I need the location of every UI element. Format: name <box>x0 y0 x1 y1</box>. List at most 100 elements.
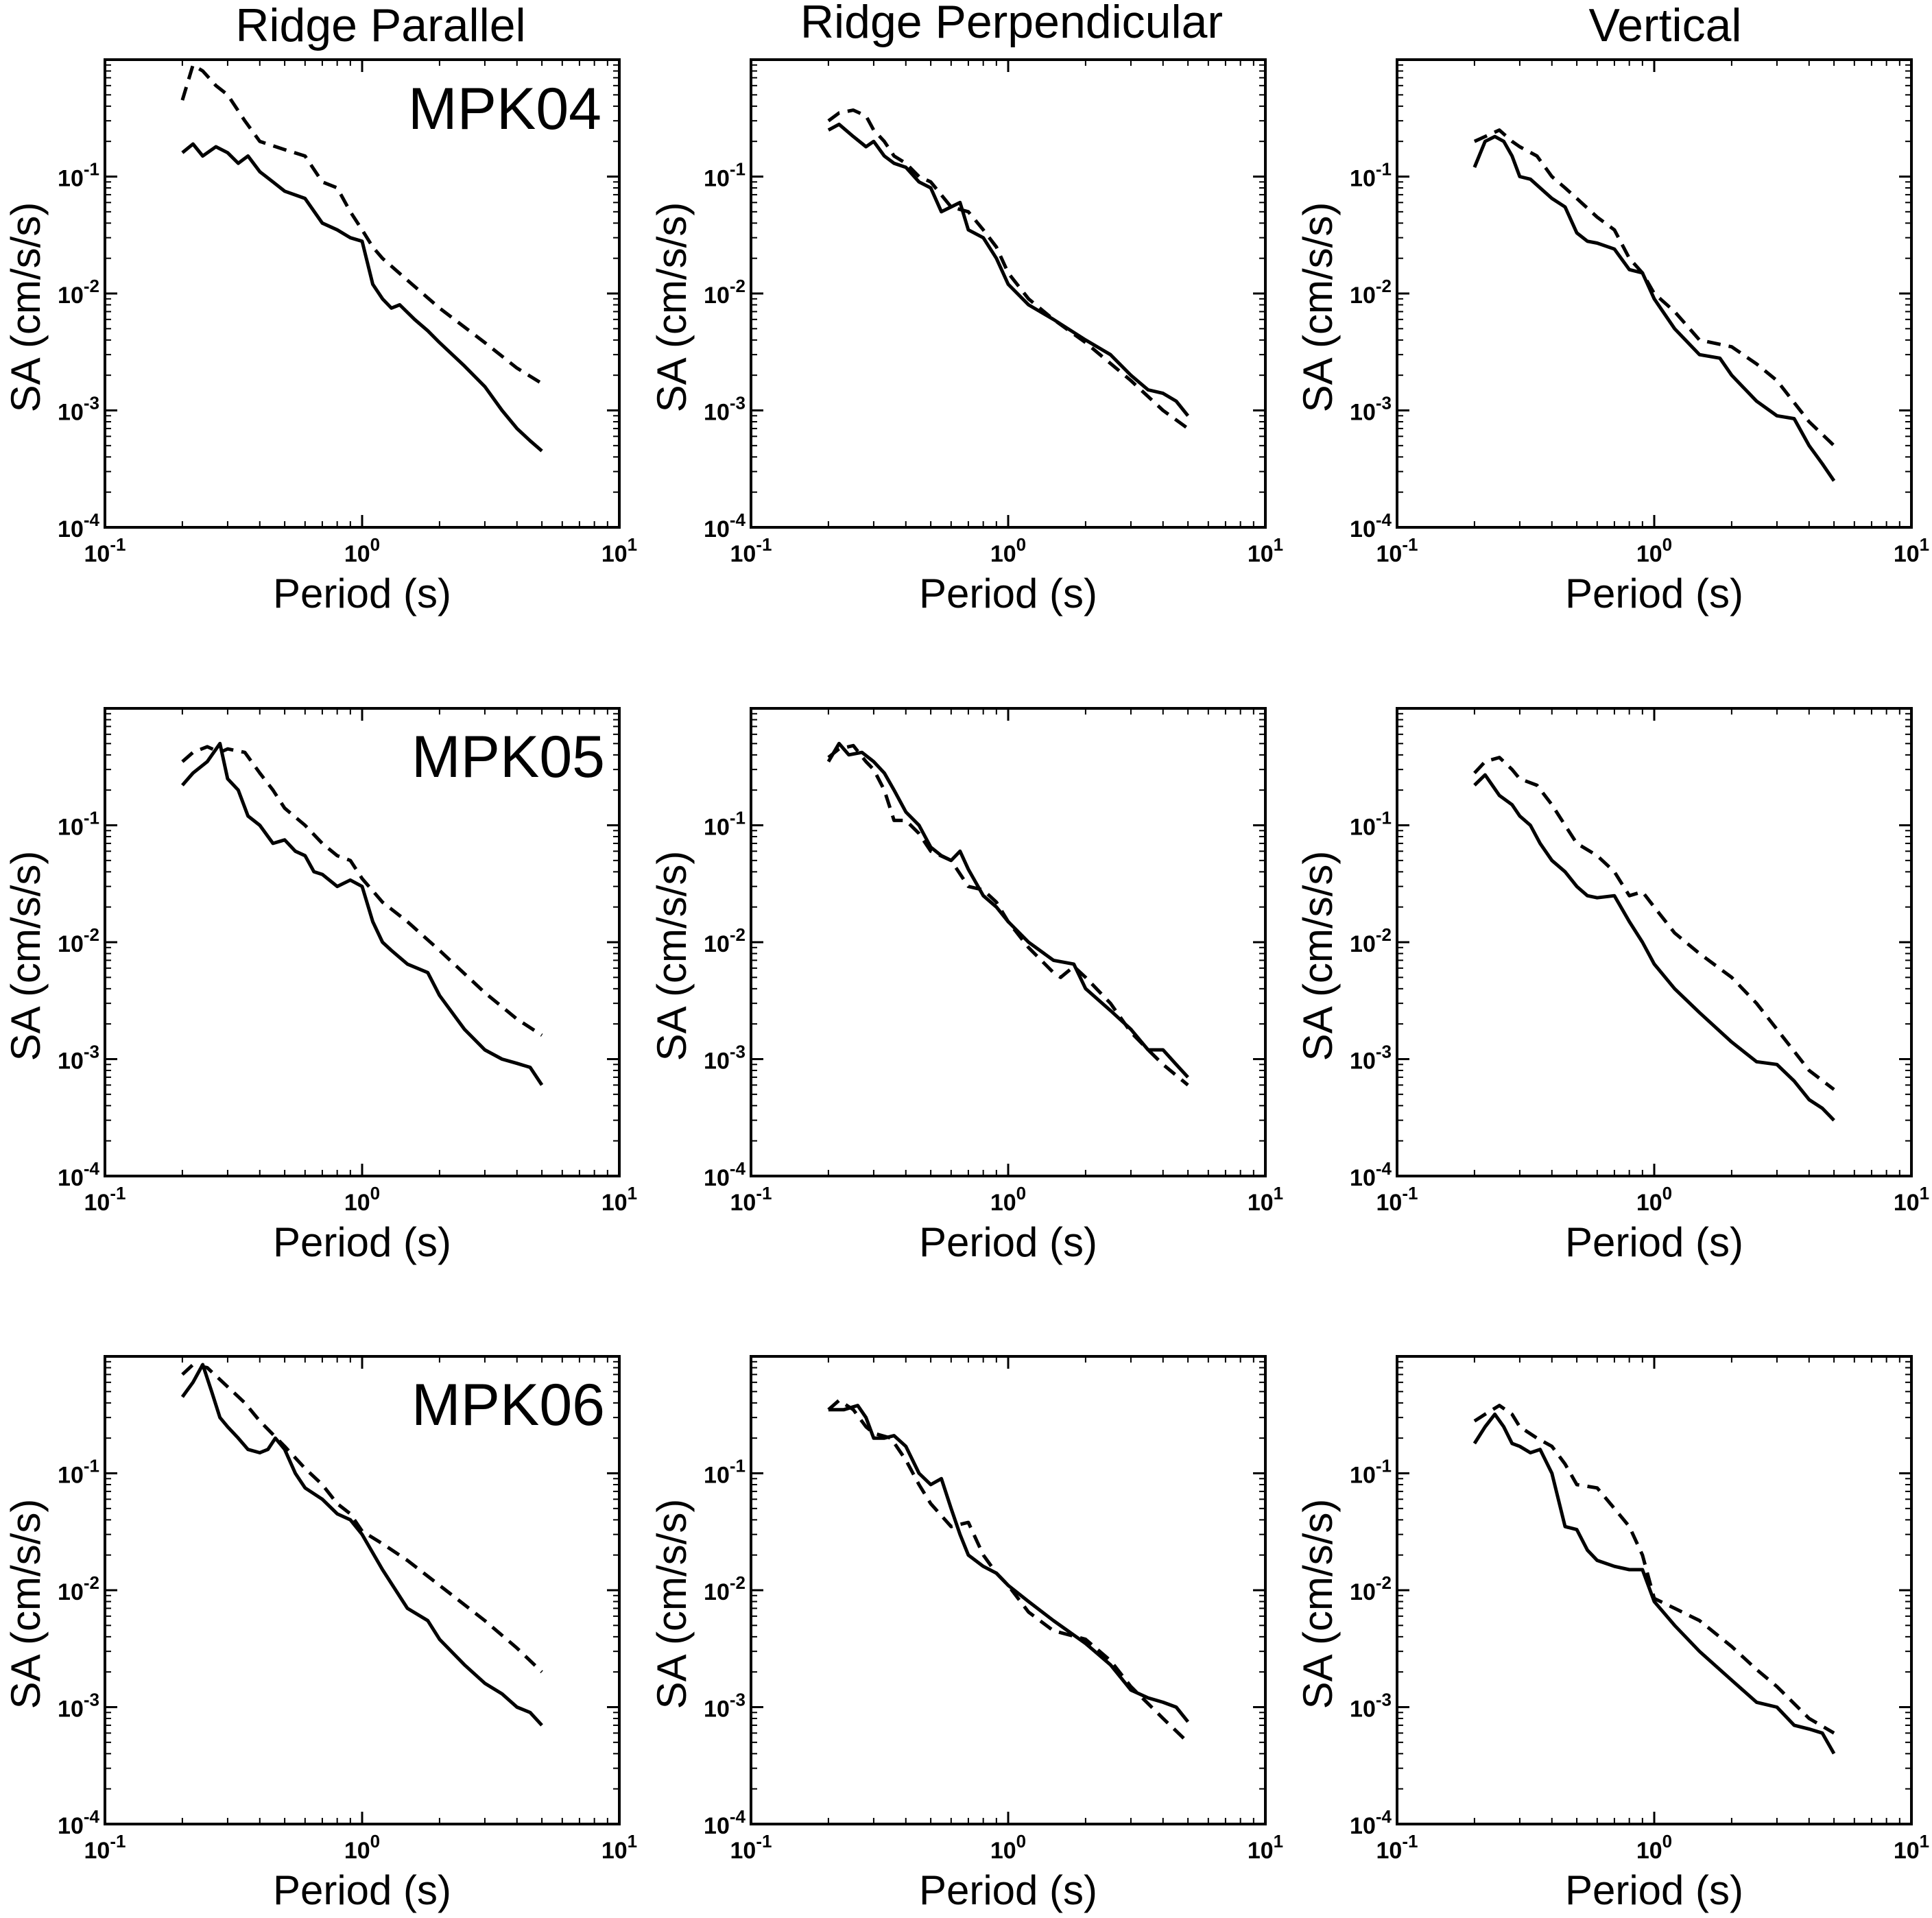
y-tick-label: 10-1 <box>704 159 746 192</box>
plot-frame <box>750 1355 1267 1825</box>
y-tick-label: 10-1 <box>58 1456 99 1489</box>
solid-series-line <box>181 142 543 453</box>
y-tick-label: 10-2 <box>1350 1572 1392 1605</box>
plot-frame <box>104 58 621 529</box>
chart-panel: 10-1 100 101 10-4 10-3 10-2 10-1 Period (s) SA (… <box>3 1355 637 1913</box>
x-tick-label: 10-1 <box>730 1831 772 1864</box>
y-tick-label: 10-4 <box>704 1158 746 1191</box>
y-tick-label: 10-1 <box>58 159 99 192</box>
axes <box>750 58 1267 529</box>
x-tick-label: 10-1 <box>730 534 772 567</box>
y-tick-label: 10-4 <box>58 510 99 542</box>
x-tick-label: 100 <box>344 534 380 567</box>
x-tick-label: 10-1 <box>1376 534 1418 567</box>
axes <box>750 707 1267 1177</box>
y-tick-label: 10-2 <box>704 276 746 309</box>
plot-frame <box>1396 707 1913 1177</box>
x-tick-label: 10-1 <box>1376 1183 1418 1216</box>
x-tick-label: 100 <box>990 1183 1026 1216</box>
dashed-series-line <box>1473 756 1835 1091</box>
dashed-series-line <box>181 1363 543 1674</box>
y-tick-label: 10-4 <box>704 1806 746 1839</box>
y-axis-label: SA (cm/s/s) <box>1295 202 1341 413</box>
x-tick-label: 10-1 <box>1376 1831 1418 1864</box>
x-tick-label: 101 <box>1894 1831 1929 1864</box>
y-axis-label: SA (cm/s/s) <box>1295 1499 1341 1710</box>
dashed-series-line <box>181 745 543 1037</box>
y-axis-label: SA (cm/s/s) <box>3 202 49 413</box>
x-tick-label: 10-1 <box>84 1831 126 1864</box>
chart-panel: 10-1 100 101 10-4 10-3 10-2 10-1 Period (s) SA (… <box>649 707 1283 1265</box>
y-axis-label: SA (cm/s/s) <box>649 851 695 1062</box>
x-tick-label: 101 <box>601 534 637 567</box>
y-tick-label: 10-3 <box>704 1042 746 1075</box>
plot-frame <box>750 707 1267 1177</box>
axes <box>750 1355 1267 1825</box>
plot-frame <box>104 707 621 1177</box>
y-tick-label: 10-2 <box>1350 276 1392 309</box>
y-tick-label: 10-1 <box>1350 159 1392 192</box>
y-axis-label: SA (cm/s/s) <box>649 1499 695 1710</box>
y-tick-label: 10-4 <box>58 1806 99 1839</box>
y-tick-label: 10-1 <box>1350 808 1392 841</box>
x-tick-label: 10-1 <box>730 1183 772 1216</box>
panels: 10-1 100 101 10-4 10-3 10-2 10-1 Period (s) SA (… <box>3 58 1929 1913</box>
y-axis-label: SA (cm/s/s) <box>1295 851 1341 1062</box>
plot-frame <box>1396 58 1913 529</box>
chart-panel: 10-1 100 101 10-4 10-3 10-2 10-1 Period (s) SA (… <box>649 58 1283 616</box>
solid-series-line <box>826 741 1189 1079</box>
x-tick-label: 10-1 <box>84 1183 126 1216</box>
solid-series-line <box>180 1363 543 1727</box>
solid-series-line <box>181 741 544 1086</box>
y-tick-label: 10-1 <box>1350 1456 1392 1489</box>
dashed-series-line <box>1473 128 1835 447</box>
y-tick-label: 10-3 <box>1350 1690 1392 1723</box>
x-tick-label: 100 <box>990 534 1026 567</box>
y-axis-label: SA (cm/s/s) <box>649 202 695 413</box>
dashed-series-line <box>827 1398 1189 1744</box>
solid-series-line <box>828 1404 1190 1723</box>
y-tick-label: 10-3 <box>704 1690 746 1723</box>
y-tick-label: 10-1 <box>704 808 746 841</box>
station-label: MPK04 <box>408 76 601 142</box>
y-tick-label: 10-4 <box>1350 1806 1392 1839</box>
x-tick-label: 100 <box>1636 534 1672 567</box>
axes <box>1396 1355 1913 1825</box>
station-label: MPK05 <box>412 724 605 790</box>
x-tick-label: 100 <box>1636 1183 1672 1216</box>
chart-panel: 10-1 100 101 10-4 10-3 10-2 10-1 Period (s) SA (… <box>649 1355 1283 1913</box>
y-tick-label: 10-4 <box>58 1158 99 1191</box>
x-axis-label: Period (s) <box>273 571 451 616</box>
x-tick-label: 10-1 <box>84 534 126 567</box>
axes <box>104 1355 621 1825</box>
y-tick-label: 10-2 <box>58 924 99 957</box>
solid-series-line <box>1472 134 1836 482</box>
chart-panel: 10-1 100 101 10-4 10-3 10-2 10-1 Period (s) SA (… <box>1295 58 1929 616</box>
y-tick-label: 10-3 <box>58 1690 99 1723</box>
y-tick-label: 10-2 <box>704 924 746 957</box>
x-axis-label: Period (s) <box>1565 1219 1743 1265</box>
y-tick-label: 10-3 <box>1350 393 1392 426</box>
chart-panel: 10-1 100 101 10-4 10-3 10-2 10-1 Period (s) SA (… <box>1295 1355 1929 1913</box>
y-tick-label: 10-1 <box>704 1456 746 1489</box>
y-tick-label: 10-3 <box>58 393 99 426</box>
column-title-vertical: Vertical <box>1589 0 1742 51</box>
solid-series-line <box>827 122 1190 417</box>
x-axis-label: Period (s) <box>1565 1867 1743 1913</box>
x-tick-label: 101 <box>1248 1831 1283 1864</box>
x-tick-label: 100 <box>990 1831 1026 1864</box>
x-tick-label: 101 <box>601 1183 637 1216</box>
y-tick-label: 10-1 <box>58 808 99 841</box>
station-label: MPK06 <box>412 1372 605 1438</box>
y-tick-label: 10-4 <box>704 510 746 542</box>
chart-panel: 10-1 100 101 10-4 10-3 10-2 10-1 Period (s) SA (… <box>3 707 637 1265</box>
x-tick-label: 100 <box>344 1183 380 1216</box>
x-axis-label: Period (s) <box>919 1867 1097 1913</box>
x-axis-label: Period (s) <box>919 1219 1097 1265</box>
chart-panel: 10-1 100 101 10-4 10-3 10-2 10-1 Period (s) SA (… <box>3 58 637 616</box>
axes <box>1396 58 1913 529</box>
plot-frame <box>750 58 1267 529</box>
axes <box>104 58 621 529</box>
y-tick-label: 10-2 <box>58 276 99 309</box>
